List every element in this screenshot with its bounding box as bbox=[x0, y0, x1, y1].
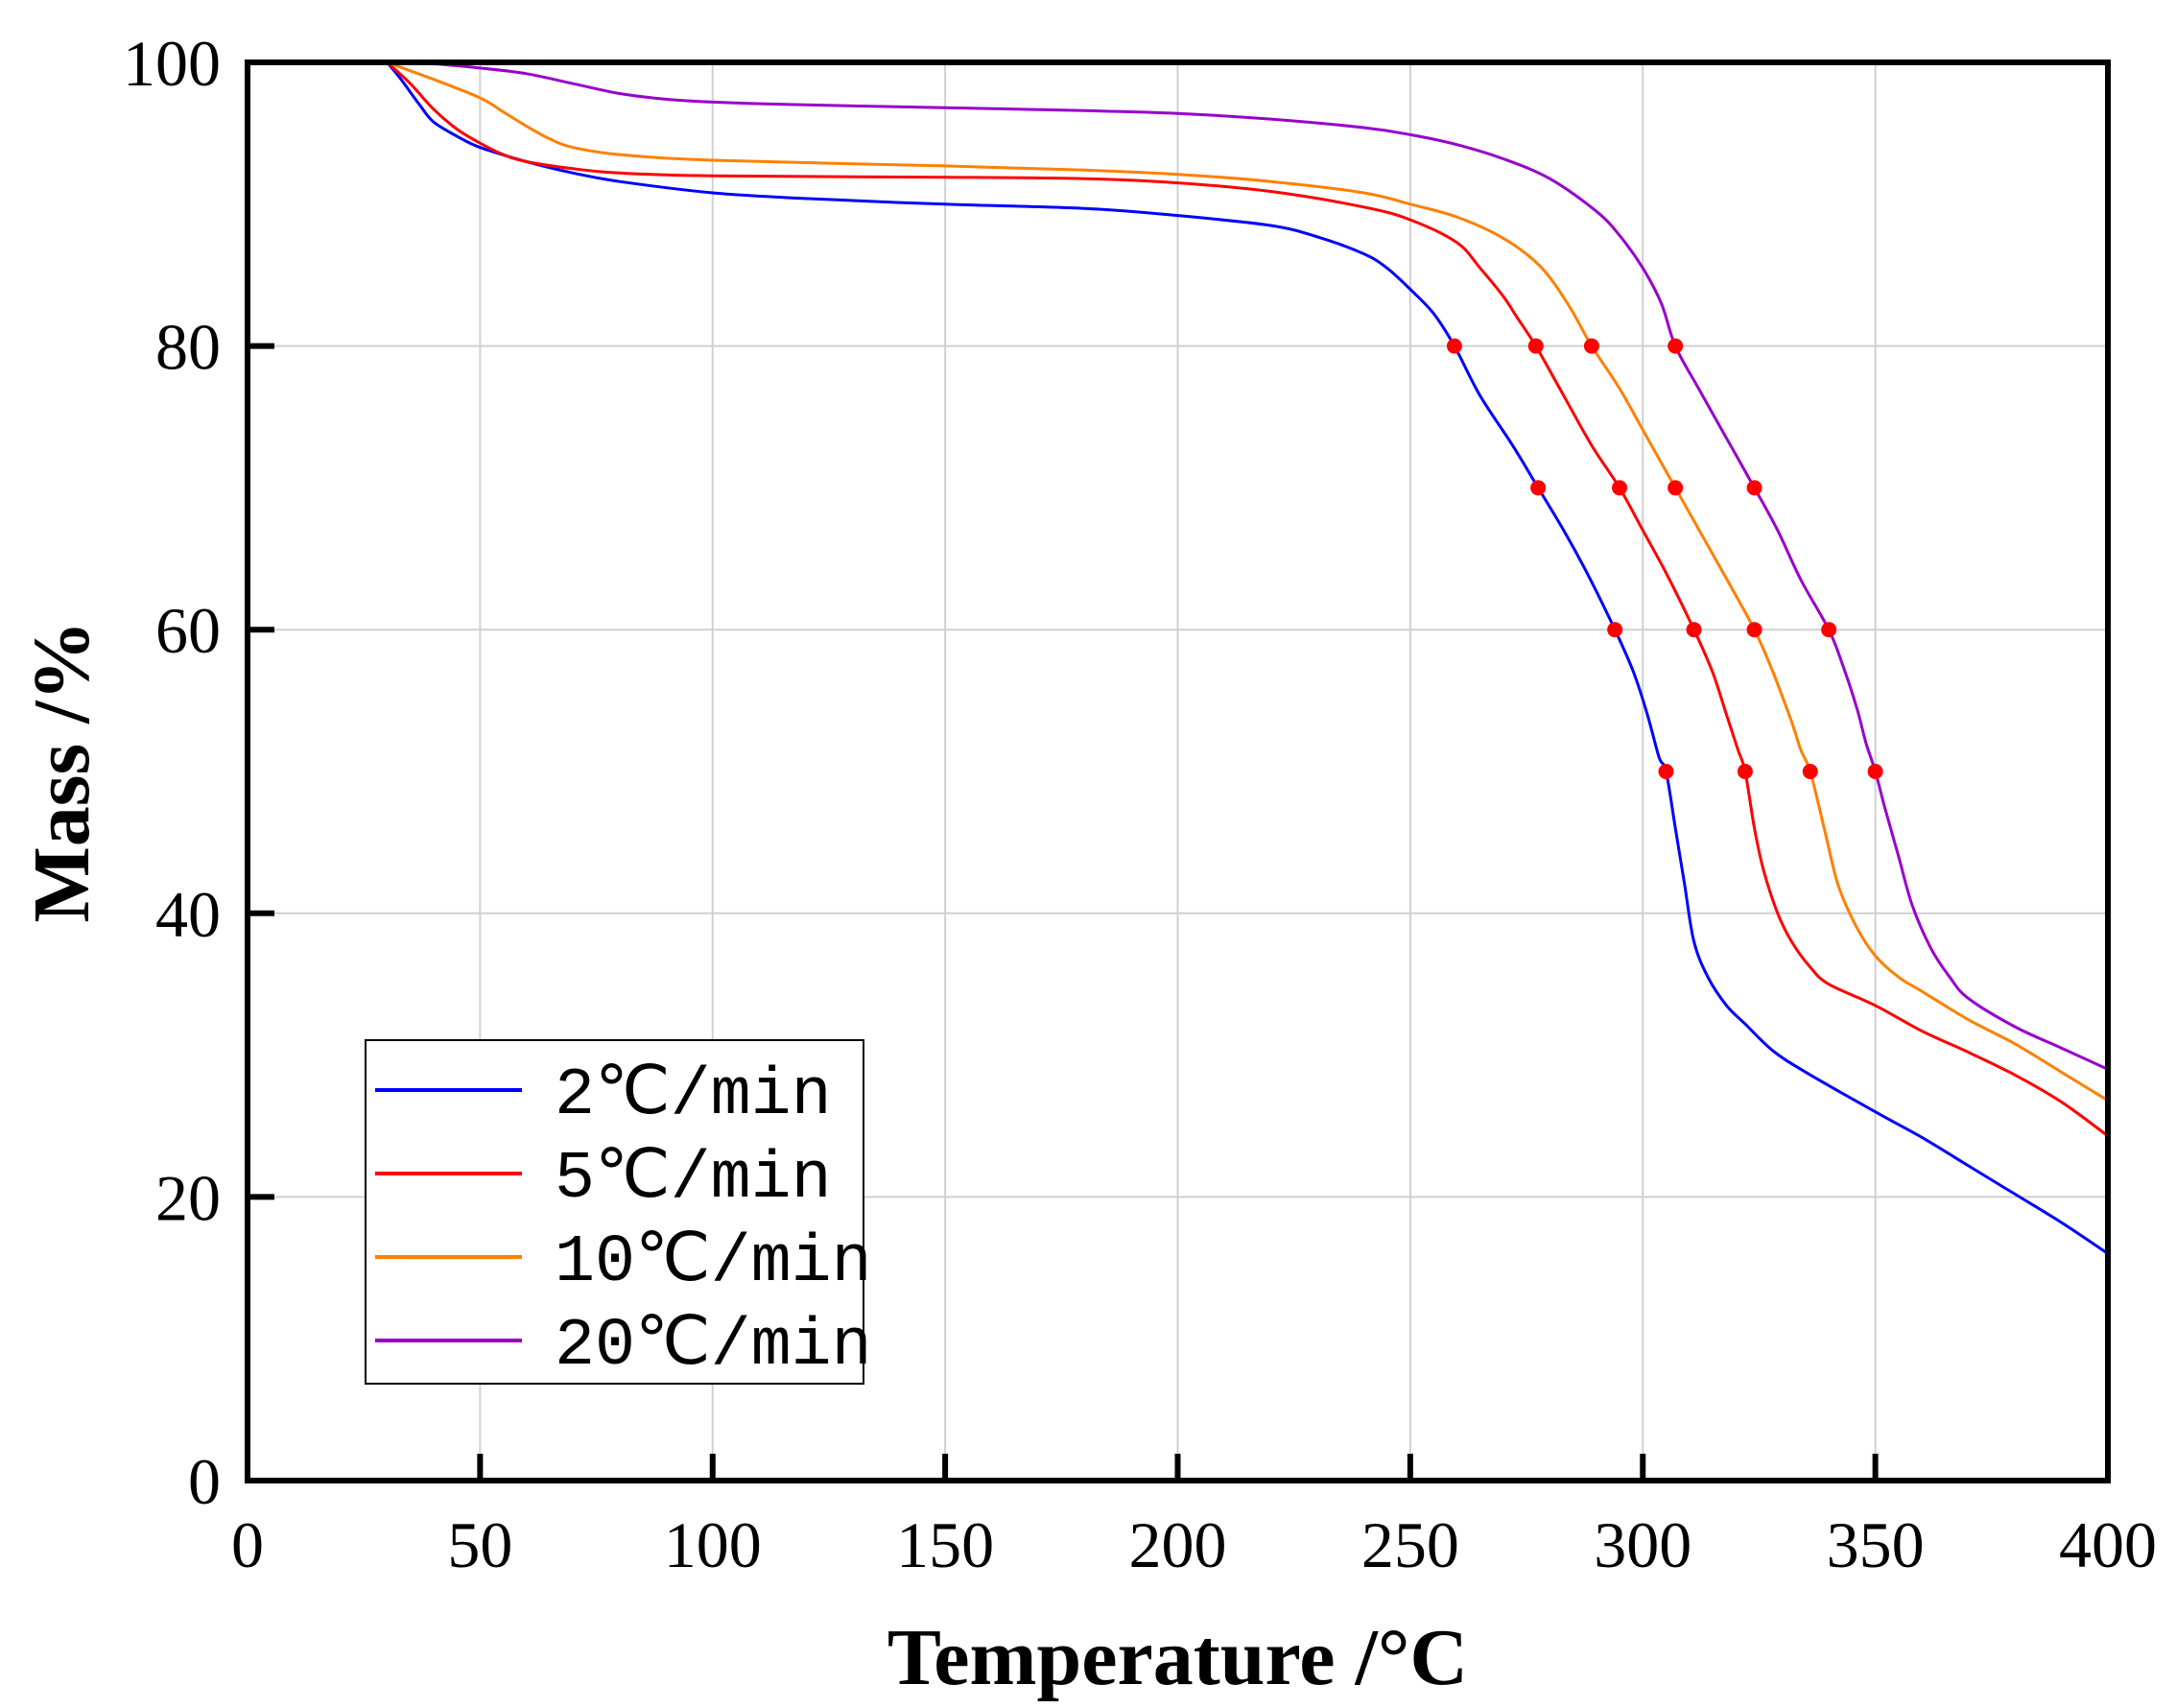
x-tick-label-100: 100 bbox=[664, 1508, 762, 1581]
marker-point-15 bbox=[1802, 764, 1818, 779]
x-tick-label-300: 300 bbox=[1594, 1508, 1691, 1581]
x-tick-label-200: 200 bbox=[1129, 1508, 1227, 1581]
y-tick-label-0: 0 bbox=[188, 1445, 221, 1518]
data-markers bbox=[1446, 338, 1883, 779]
x-axis-title: Temperature /°C bbox=[887, 1613, 1468, 1702]
y-tick-label-100: 100 bbox=[123, 27, 221, 100]
marker-point-13 bbox=[1658, 764, 1674, 779]
y-tick-label-40: 40 bbox=[155, 878, 221, 951]
marker-point-6 bbox=[1612, 480, 1628, 496]
x-tick-label-250: 250 bbox=[1361, 1508, 1459, 1581]
legend-label-4: 20℃/min bbox=[555, 1309, 872, 1385]
series-line-1 bbox=[386, 61, 2109, 1255]
legend-label-1: 2℃/min bbox=[555, 1058, 832, 1134]
y-tick-label-80: 80 bbox=[155, 311, 221, 384]
marker-point-12 bbox=[1821, 622, 1837, 638]
marker-point-4 bbox=[1667, 338, 1684, 354]
marker-point-1 bbox=[1446, 338, 1462, 354]
x-tick-label-0: 0 bbox=[231, 1508, 264, 1581]
marker-point-10 bbox=[1686, 622, 1702, 638]
legend-label-2: 5℃/min bbox=[555, 1142, 832, 1218]
legend-label-3: 10℃/min bbox=[555, 1225, 872, 1301]
marker-point-7 bbox=[1667, 480, 1684, 496]
axis-tick-labels: 0 50 100 150 200 250 300 350 400 0 20 40 60 80 100 bbox=[123, 27, 2157, 1581]
marker-point-2 bbox=[1527, 338, 1544, 354]
series-line-4 bbox=[387, 60, 2109, 1071]
y-axis-title: Mass /% bbox=[17, 621, 106, 923]
marker-point-3 bbox=[1583, 338, 1599, 354]
marker-point-8 bbox=[1746, 480, 1762, 496]
y-tick-label-20: 20 bbox=[155, 1161, 221, 1234]
y-tick-label-60: 60 bbox=[155, 594, 221, 667]
gridlines bbox=[248, 62, 2108, 1481]
marker-point-9 bbox=[1607, 622, 1623, 638]
axis-ticks bbox=[245, 59, 2111, 1483]
series-line-3 bbox=[386, 60, 2109, 1103]
x-tick-label-150: 150 bbox=[896, 1508, 994, 1581]
marker-point-11 bbox=[1746, 622, 1762, 638]
marker-point-16 bbox=[1867, 764, 1883, 779]
x-tick-label-400: 400 bbox=[2059, 1508, 2157, 1581]
legend-box bbox=[365, 1039, 864, 1385]
x-tick-label-350: 350 bbox=[1827, 1508, 1925, 1581]
marker-point-14 bbox=[1737, 764, 1753, 779]
x-tick-label-50: 50 bbox=[447, 1508, 512, 1581]
marker-point-5 bbox=[1530, 480, 1547, 496]
